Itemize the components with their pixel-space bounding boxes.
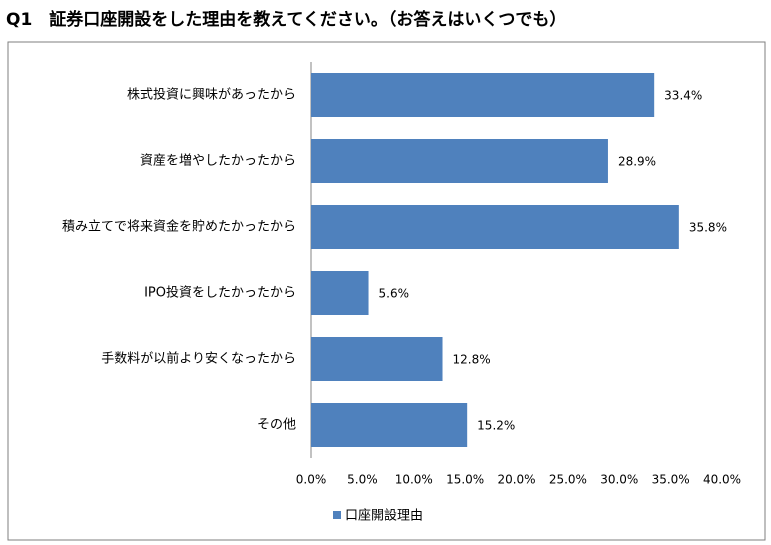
x-tick-label: 20.0% [497, 473, 535, 487]
y-tick-label: 積み立てで将来資金を貯めたかったから [62, 219, 296, 235]
bar [311, 205, 679, 249]
value-label: 28.9% [618, 155, 656, 169]
bar [311, 403, 468, 447]
chart-border [7, 41, 766, 541]
value-label: 12.8% [453, 353, 491, 367]
value-label: 33.4% [664, 89, 702, 103]
value-label: 15.2% [477, 419, 515, 433]
bar [311, 337, 443, 381]
x-tick-label: 25.0% [549, 473, 587, 487]
y-tick-label: IPO投資をしたかったから [144, 285, 296, 301]
x-tick-label: 0.0% [296, 473, 327, 487]
y-tick-label: 資産を増やしたかったから [140, 153, 296, 169]
chart-title: Q1 証券口座開設をした理由を教えてください。（お答えはいくつでも） [6, 9, 566, 30]
x-tick-label: 35.0% [652, 473, 690, 487]
legend-swatch [333, 511, 341, 519]
bar [311, 271, 369, 315]
x-tick-label: 40.0% [703, 473, 741, 487]
y-tick-label: 株式投資に興味があったから [127, 87, 296, 103]
legend-label: 口座開設理由 [345, 508, 423, 524]
bar [311, 73, 655, 117]
y-tick-label: その他 [257, 418, 296, 433]
x-tick-label: 10.0% [395, 473, 433, 487]
bar [311, 139, 608, 183]
y-tick-label: 手数料が以前より安くなったから [101, 351, 296, 367]
x-tick-label: 15.0% [446, 473, 484, 487]
value-label: 35.8% [689, 221, 727, 235]
x-tick-label: 30.0% [600, 473, 638, 487]
x-tick-label: 5.0% [347, 473, 378, 487]
value-label: 5.6% [379, 287, 410, 301]
